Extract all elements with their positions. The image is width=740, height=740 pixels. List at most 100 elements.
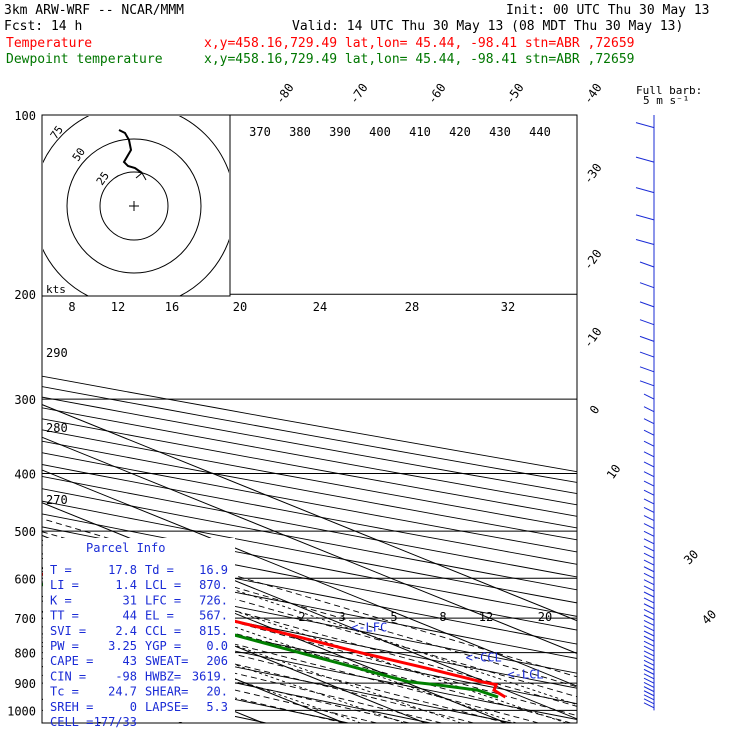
temperature-legend: Temperature	[6, 36, 92, 51]
isotherm-label: -20	[581, 247, 605, 273]
isotherm-label: -60	[425, 81, 449, 107]
mixing-ratio-label: 20	[538, 610, 552, 624]
dry-adiabat-line	[42, 500, 577, 604]
parcel-info-background	[43, 538, 235, 722]
parcel-row-value: 31	[123, 593, 137, 607]
pressure-tick-label: 1000	[7, 704, 36, 718]
wind-barb	[643, 640, 655, 647]
temperature-location: x,y=458.16,729.49 lat,lon= 45.44, -98.41…	[204, 36, 634, 51]
theta-label: 410	[409, 125, 431, 139]
parcel-row-label: K =	[50, 593, 72, 607]
parcel-row-value: -98	[115, 669, 137, 683]
parcel-row-value: 3.25	[108, 639, 137, 653]
dewpoint-location: x,y=458.16,729.49 lat,lon= 45.44, -98.41…	[204, 52, 634, 67]
isotherm-line	[42, 436, 577, 654]
parcel-row-label: T =	[50, 563, 72, 577]
hodograph: 25 50 75 kts	[41, 114, 231, 297]
dry-adiabat-line	[42, 610, 577, 720]
dewpoint-trace	[42, 582, 499, 699]
pressure-tick-label: 800	[14, 647, 36, 661]
theta-label: 430	[489, 125, 511, 139]
parcel-row-label: LI =	[50, 578, 79, 592]
wind-barb	[643, 635, 655, 642]
parcel-row-label: LCL =	[145, 578, 181, 592]
wind-barb	[643, 614, 655, 621]
wind-barb	[643, 545, 655, 552]
wind-barb	[643, 566, 655, 573]
wind-barb	[635, 156, 655, 163]
wind-barb	[643, 698, 655, 705]
parcel-row-value: 5.3	[206, 700, 228, 714]
wind-barb	[643, 530, 655, 537]
wind-barb	[643, 506, 655, 513]
pressure-tick-label: 200	[14, 288, 36, 302]
parcel-row-value: 815.	[199, 624, 228, 638]
isotherm-label: -50	[503, 81, 527, 107]
wind-barb	[643, 579, 655, 586]
wind-barb	[643, 630, 655, 637]
parcel-row-value: 0.0	[206, 639, 228, 653]
wind-barb	[643, 440, 655, 447]
moist-adiabat-line	[42, 518, 577, 678]
wind-barb	[643, 681, 655, 688]
mixing-ratio-label: 12	[479, 610, 493, 624]
level-annotation: <-LFC	[351, 621, 387, 635]
wind-barb	[639, 366, 655, 373]
parcel-row-label: SHEAR=	[145, 685, 188, 699]
dry-adiabat-line	[42, 488, 577, 591]
pressure-tick-label: 700	[14, 612, 36, 626]
wind-barb	[643, 498, 655, 505]
parcel-row-value: 16.9	[199, 563, 228, 577]
wind-barb	[635, 122, 655, 129]
wind-barb	[643, 608, 655, 615]
moist-adiabat-line	[42, 531, 577, 688]
barb-legend-units: 5 m s⁻¹	[643, 94, 689, 107]
wind-barb	[643, 597, 655, 604]
parcel-row-label: SREH =	[50, 700, 93, 714]
isotherm-label: -10	[581, 325, 605, 351]
dry-adiabat-label: 270	[46, 493, 68, 507]
wind-barb	[643, 650, 655, 657]
parcel-row-value: 2.4	[115, 624, 137, 638]
wind-barb	[639, 301, 655, 308]
wind-barb	[639, 261, 655, 268]
wind-barb	[643, 461, 655, 468]
parcel-row-label: CCL =	[145, 624, 181, 638]
wind-barb	[643, 572, 655, 579]
dry-adiabat-label: 280	[46, 421, 68, 435]
pressure-tick-label: 500	[14, 525, 36, 539]
isotherm-label: 30	[681, 547, 701, 567]
parcel-row-value: 206	[206, 654, 228, 668]
mixing-ratio-label: 12	[111, 300, 125, 314]
pressure-tick-label: 600	[14, 572, 36, 586]
isotherm-line	[42, 502, 577, 720]
parcel-row-value: 726.	[199, 593, 228, 607]
mixing-ratio-label: 3	[338, 610, 345, 624]
isotherm-line	[42, 404, 577, 622]
mixing-ratio-line	[200, 577, 577, 706]
storm-motion-arrow	[135, 172, 147, 181]
wind-barb	[643, 625, 655, 632]
temperature-trace	[42, 572, 507, 699]
wind-barb	[639, 282, 655, 289]
hodograph-ring-label-25: 25	[94, 169, 112, 187]
wind-barb	[643, 406, 655, 413]
wind-barb	[635, 187, 655, 194]
mixing-ratio-label: 8	[68, 300, 75, 314]
mixing-ratio-label: 28	[405, 300, 419, 314]
parcel-row-label: Tc =	[50, 685, 79, 699]
isotherm-line	[0, 115, 20, 723]
parcel-row-label: EL =	[145, 609, 174, 623]
moist-adiabat-line	[42, 617, 474, 723]
wind-barb	[643, 552, 655, 559]
mixing-ratio-label: 20	[233, 300, 247, 314]
hodograph-ring-25	[99, 171, 169, 241]
mixing-ratio-label: 5	[390, 610, 397, 624]
dry-adiabat-line	[42, 595, 577, 705]
parcel-row-value: 43	[123, 654, 137, 668]
wind-barb	[643, 655, 655, 662]
wind-barb	[635, 239, 655, 245]
hodograph-trace	[118, 129, 143, 174]
isotherm-label: -70	[347, 81, 371, 107]
parcel-row-label: HWBZ=	[145, 669, 181, 683]
